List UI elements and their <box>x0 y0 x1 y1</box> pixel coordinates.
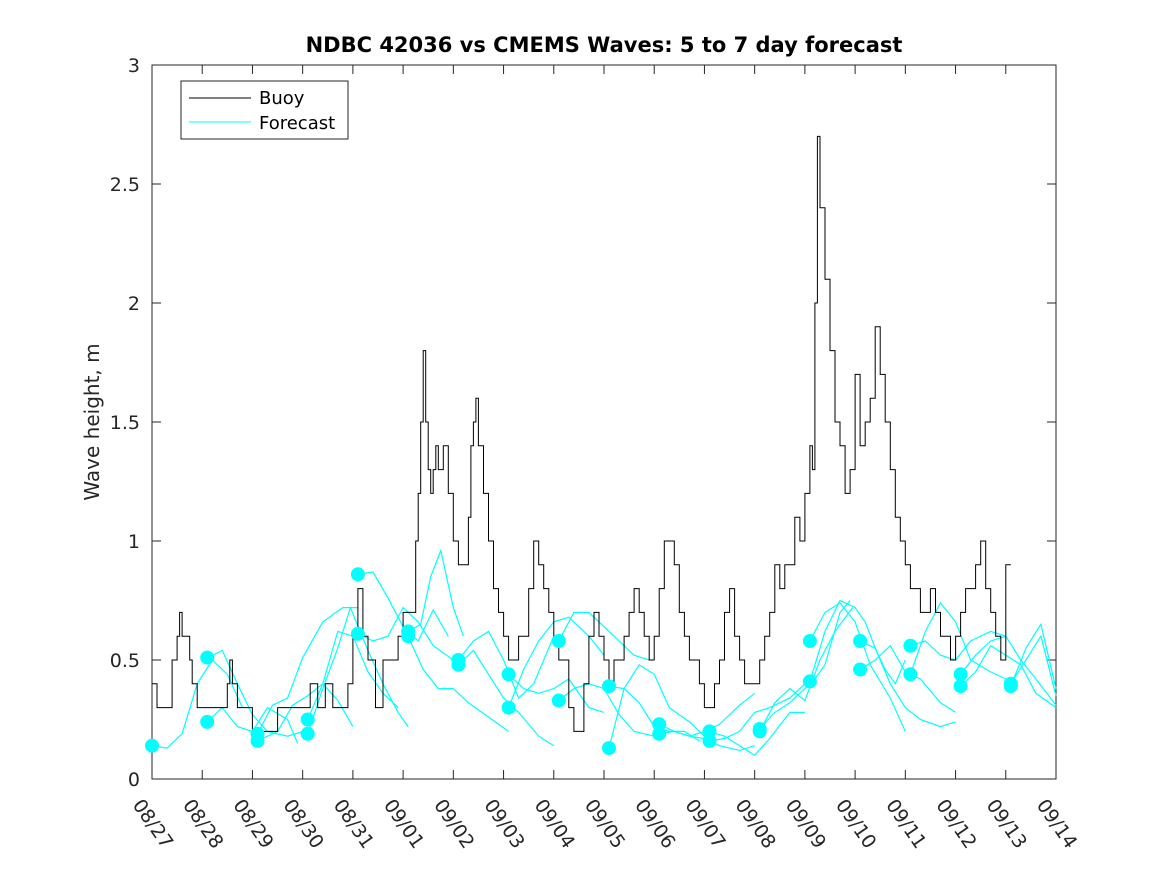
forecast-marker <box>501 667 516 682</box>
forecast-marker <box>401 629 416 644</box>
forecast-line-12 <box>457 649 555 747</box>
forecast-marker <box>853 634 868 648</box>
forecast-marker <box>953 667 968 682</box>
forecast-marker <box>702 733 717 748</box>
legend-forecast-label: Forecast <box>259 113 335 134</box>
forecast-marker <box>1003 679 1018 694</box>
forecast-line-27 <box>809 599 906 686</box>
forecast-marker <box>551 693 566 708</box>
forecast-line-13 <box>457 630 555 700</box>
forecast-marker <box>903 667 918 682</box>
forecast-marker <box>200 714 215 729</box>
buoy-series <box>152 135 1011 732</box>
forecast-marker <box>602 741 616 756</box>
forecast-marker <box>300 712 315 727</box>
forecast-marker <box>802 634 817 648</box>
forecast-marker <box>602 679 616 694</box>
y-tick-label: 1 <box>128 531 140 553</box>
y-tick-label: 0 <box>128 769 140 791</box>
forecast-line-22 <box>709 711 805 756</box>
y-tick-label: 2 <box>128 293 140 315</box>
forecast-marker <box>200 650 215 665</box>
y-tick-label: 3 <box>128 55 140 77</box>
forecast-marker <box>350 567 365 582</box>
y-tick-label: 2.5 <box>110 174 140 196</box>
forecast-line-16 <box>558 611 650 661</box>
forecast-line-26 <box>809 602 906 732</box>
forecast-marker <box>145 738 159 753</box>
forecast-marker <box>652 726 667 741</box>
y-axis-label: Wave height, m <box>80 343 104 500</box>
forecast-line-31 <box>909 601 1007 680</box>
forecast-marker <box>451 653 466 667</box>
forecast-marker <box>501 700 516 715</box>
forecast-line-23 <box>709 683 806 742</box>
forecast-line-11 <box>407 635 509 732</box>
legend: Buoy Forecast <box>180 80 349 140</box>
y-tick-label: 0.5 <box>110 650 140 672</box>
forecast-line-34 <box>1010 634 1057 696</box>
forecast-marker <box>953 679 968 694</box>
forecast-line-28 <box>859 640 956 728</box>
forecast-line-5 <box>256 606 358 735</box>
forecast-marker <box>551 634 566 648</box>
buoy-line <box>152 135 1011 732</box>
forecast-marker <box>300 726 315 741</box>
y-axis: 0 0.5 1 1.5 2 2.5 3 <box>110 55 1056 791</box>
legend-box <box>180 80 349 140</box>
axes-box <box>151 64 1057 780</box>
chart-title: NDBC 42036 vs CMEMS Waves: 5 to 7 day fo… <box>306 33 903 57</box>
plot-area: 00.511.522.53 08/27 08/28 08/29 08/30 08/31 0… <box>110 55 1082 853</box>
forecast-marker <box>802 674 817 689</box>
forecast-line-9 <box>357 606 454 661</box>
forecast-start-markers <box>145 567 1018 756</box>
forecast-marker <box>853 662 868 677</box>
forecast-line-35 <box>1010 622 1057 689</box>
forecast-marker <box>250 726 265 741</box>
y-tick-label: 1.5 <box>110 412 140 434</box>
legend-buoy-label: Buoy <box>259 88 305 109</box>
forecast-line-10 <box>407 548 464 637</box>
forecast-line-15 <box>508 673 605 713</box>
forecast-marker <box>350 626 365 641</box>
forecast-marker <box>752 722 767 736</box>
forecast-marker <box>903 638 918 653</box>
